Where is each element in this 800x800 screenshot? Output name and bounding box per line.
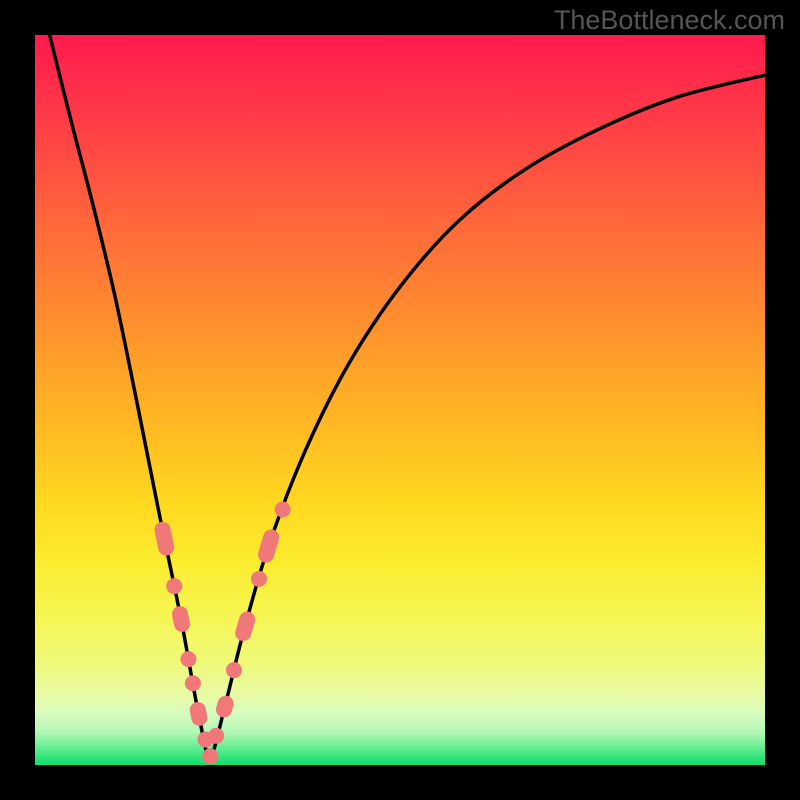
curve-marker bbox=[251, 571, 267, 587]
curve-marker bbox=[180, 651, 196, 667]
curve-marker bbox=[166, 578, 182, 594]
curve-marker bbox=[189, 701, 209, 728]
curve-marker bbox=[275, 502, 291, 518]
curve-marker bbox=[208, 728, 224, 744]
curve-marker bbox=[256, 527, 281, 564]
curve-marker bbox=[214, 694, 236, 720]
bottleneck-curve bbox=[50, 35, 765, 756]
curve-marker bbox=[171, 605, 192, 634]
curve-marker bbox=[185, 675, 201, 691]
curve-layer bbox=[35, 35, 765, 765]
attribution-text: TheBottleneck.com bbox=[554, 5, 785, 36]
curve-marker bbox=[226, 662, 242, 678]
curve-marker bbox=[233, 610, 257, 643]
curve-marker bbox=[202, 748, 218, 764]
curve-marker bbox=[153, 520, 176, 557]
plot-area bbox=[35, 35, 765, 765]
